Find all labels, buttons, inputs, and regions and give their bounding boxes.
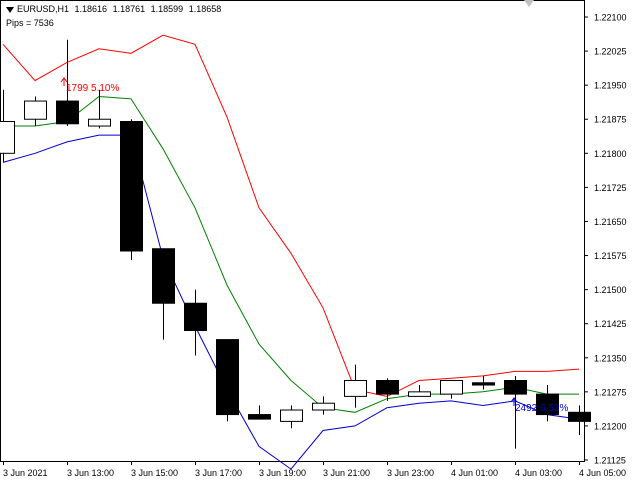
candle — [280, 405, 303, 429]
candle — [0, 89, 15, 163]
candle-body — [88, 118, 111, 127]
price-tick-label: 1.21350 — [594, 353, 627, 363]
candle-body — [248, 414, 271, 420]
time-tick-label: 3 Jun 23:00 — [387, 468, 434, 478]
candle-body — [504, 379, 527, 395]
price-tick-label: 1.21500 — [594, 285, 627, 295]
price-tick-label: 1.21575 — [594, 251, 627, 261]
candle-body — [440, 379, 463, 395]
candle-body — [408, 391, 431, 397]
candle — [504, 375, 527, 449]
price-tick-label: 1.21275 — [594, 387, 627, 397]
price-tick-label: 1.21650 — [594, 217, 627, 227]
price-tick-label: 1.22100 — [594, 13, 627, 23]
candle — [248, 405, 271, 420]
symbol-info: EURUSD,H1 1.18616 1.18761 1.18599 1.1865… — [6, 4, 224, 14]
candle — [24, 96, 47, 127]
time-tick-label: 3 Jun 15:00 — [131, 468, 178, 478]
candle-body — [376, 379, 399, 395]
time-tick-label: 4 Jun 01:00 — [451, 468, 498, 478]
upper-band-line — [2, 34, 580, 397]
candle-body — [280, 409, 303, 422]
price-tick-label: 1.21200 — [594, 421, 627, 431]
candle-body — [344, 379, 367, 397]
open-value: 1.18616 — [74, 4, 108, 14]
price-tick-label: 1.21800 — [594, 149, 627, 159]
symbol-label: EURUSD,H1 — [17, 4, 70, 14]
price-tick-label: 1.21725 — [594, 183, 627, 193]
close-value: 1.18658 — [188, 4, 222, 14]
candle-body — [56, 100, 79, 125]
price-tick-label: 1.21950 — [594, 81, 627, 91]
candle — [344, 364, 367, 408]
upper-arrow-icon — [60, 77, 68, 86]
indicator-label: Pips = 7536 — [6, 18, 54, 28]
time-tick-label: 3 Jun 2021 — [3, 468, 48, 478]
time-axis[interactable]: 3 Jun 2021 3 Jun 13:00 3 Jun 15:00 3 Jun 17… — [3, 461, 626, 478]
price-axis[interactable]: 1.22100 1.22025 1.21950 1.21875 1.21800 1.217… — [584, 13, 627, 466]
candle-body — [472, 382, 495, 386]
low-value: 1.18599 — [150, 4, 184, 14]
candle — [440, 379, 463, 399]
candle — [88, 89, 111, 129]
candle — [376, 378, 399, 401]
candle-body — [152, 248, 175, 304]
time-tick-label: 3 Jun 19:00 — [259, 468, 306, 478]
candles-layer — [0, 39, 591, 449]
time-tick-label: 4 Jun 05:00 — [579, 468, 626, 478]
lower-annotation: 2492 6.53% — [515, 403, 569, 414]
candle — [312, 396, 335, 415]
candle — [120, 119, 143, 261]
price-tick-label: 1.21875 — [594, 115, 627, 125]
price-tick-label: 1.22025 — [594, 47, 627, 57]
upper-annotation: 1799 5.10% — [66, 83, 120, 94]
candle-body — [184, 302, 207, 332]
time-tick-label: 3 Jun 17:00 — [195, 468, 242, 478]
candle — [152, 248, 175, 340]
price-tick-label: 1.21125 — [594, 456, 626, 466]
time-tick-label: 3 Jun 21:00 — [323, 468, 370, 478]
candle — [56, 39, 79, 127]
candle-body — [568, 411, 591, 422]
candle — [184, 289, 207, 356]
high-value: 1.18761 — [112, 4, 146, 14]
plot-frame — [0, 0, 585, 462]
candle — [216, 339, 239, 422]
candle-body — [536, 393, 559, 416]
candle-body — [216, 339, 239, 416]
candle-body — [312, 402, 335, 411]
candle — [536, 385, 559, 422]
price-tick-label: 1.21425 — [594, 319, 627, 329]
time-tick-label: 4 Jun 03:00 — [515, 468, 562, 478]
chart-shift-marker-icon[interactable] — [524, 0, 534, 7]
time-tick-label: 3 Jun 13:00 — [67, 468, 114, 478]
candle — [472, 375, 495, 390]
candle — [408, 385, 431, 397]
candle — [568, 405, 591, 436]
candle-body — [120, 121, 143, 252]
candle-body — [24, 100, 47, 120]
collapse-triangle-icon[interactable] — [6, 6, 14, 13]
lower-band-line — [2, 134, 580, 470]
candle-body — [0, 121, 15, 154]
